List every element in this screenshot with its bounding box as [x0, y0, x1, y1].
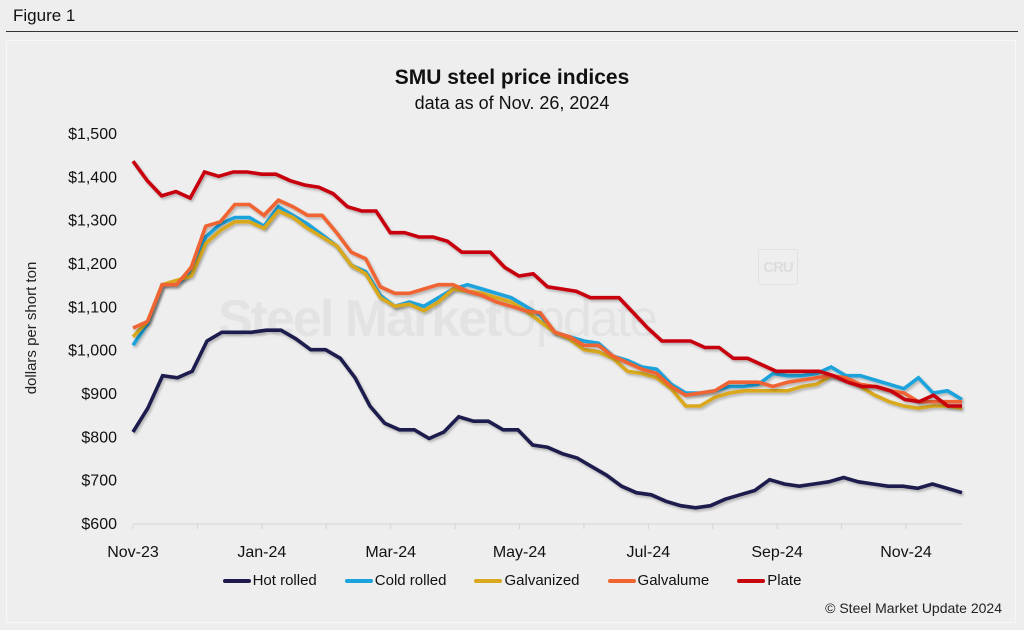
legend-item-galvanized: Galvanized — [474, 572, 580, 589]
series-line-galvalume — [132, 198, 962, 404]
legend-item-galvalume: Galvalume — [607, 572, 710, 589]
legend-item-plate: Plate — [737, 572, 801, 589]
series-line-galvanized — [131, 208, 963, 411]
y-tick-label: $800 — [81, 429, 117, 446]
legend-item-hot-rolled: Hot rolled — [222, 572, 317, 589]
x-tick-label: Jan-24 — [237, 544, 286, 561]
x-tick-label: Jul-24 — [627, 544, 671, 561]
y-tick-label: $1,100 — [68, 299, 117, 316]
y-tick-label: $1,300 — [68, 213, 117, 230]
x-tick-label: Nov-24 — [880, 544, 932, 561]
series-line-plate — [131, 160, 962, 408]
y-tick-label: $1,000 — [68, 343, 117, 360]
y-axis-label: dollars per short ton — [23, 262, 40, 395]
legend-label: Hot rolled — [252, 572, 317, 589]
legend-label: Galvanized — [504, 572, 580, 589]
series-line-hot-rolled — [131, 328, 963, 510]
legend-label: Cold rolled — [374, 572, 447, 589]
y-tick-label: $1,400 — [68, 169, 117, 186]
legend-swatch — [737, 578, 766, 583]
axes: $600 $700 $800 $900 $1,000 $1,100 $1,200 $1,300… — [68, 126, 963, 561]
chart-subtitle: data as of Nov. 26, 2024 — [414, 93, 610, 113]
x-tick-label: Mar-24 — [365, 544, 416, 561]
figure-label: Figure 1 — [13, 6, 76, 25]
series-line-cold-rolled — [131, 204, 963, 402]
y-tick-label: $1,200 — [68, 256, 117, 273]
x-tick-label: May-24 — [493, 544, 546, 561]
y-tick-label: $900 — [81, 386, 117, 403]
y-tick-label: $1,500 — [68, 126, 117, 143]
cru-logo-icon: CRU — [758, 249, 798, 285]
x-tick-label: Sep-24 — [751, 544, 803, 561]
chart-title: SMU steel price indices — [394, 66, 630, 89]
legend-label: Plate — [767, 572, 802, 589]
legend-swatch — [607, 578, 636, 583]
y-tick-label: $600 — [81, 516, 117, 533]
watermark-bold-text: Steel Market — [218, 290, 502, 348]
legend-swatch — [474, 578, 503, 583]
chart-panel — [6, 40, 1016, 623]
legend-swatch — [222, 578, 251, 583]
chart-legend: Hot rolled Cold rolled Galvanized Galvalume… — [0, 572, 1024, 589]
legend-swatch — [344, 578, 373, 583]
x-tick-label: Nov-23 — [107, 544, 159, 561]
copyright-notice: © Steel Market Update 2024 — [825, 600, 1002, 616]
legend-item-cold-rolled: Cold rolled — [344, 572, 447, 589]
legend-label: Galvalume — [637, 572, 710, 589]
figure-divider — [6, 31, 1018, 32]
series-lines — [131, 160, 963, 510]
y-tick-label: $700 — [81, 473, 117, 490]
